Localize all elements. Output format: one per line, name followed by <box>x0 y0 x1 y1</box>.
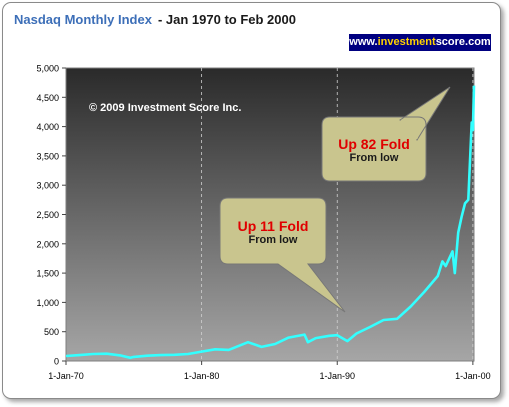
y-tick-label: 1,500 <box>36 269 59 279</box>
chart-subtitle: - Jan 1970 to Feb 2000 <box>157 12 296 27</box>
x-tick-label: 1-Jan-00 <box>455 371 491 381</box>
y-tick-label: 3,000 <box>36 181 59 191</box>
callout-1-line1: Up 11 Fold <box>237 218 309 234</box>
x-axis: 1-Jan-70 1-Jan-80 1-Jan-90 1-Jan-00 <box>48 361 491 381</box>
x-tick-label: 1-Jan-90 <box>319 371 355 381</box>
chart-title-row: Nasdaq Monthly Index - Jan 1970 to Feb 20… <box>14 12 296 27</box>
url-highlight: investment <box>377 36 436 48</box>
callout-bubble-1 <box>219 197 346 313</box>
url-suffix: score.com <box>435 36 491 48</box>
y-tick-label: 4,500 <box>36 93 59 103</box>
nasdaq-line <box>65 85 476 360</box>
y-axis: 0 500 1,000 1,500 2,000 2,500 3,000 3,500 4,000 4… <box>36 64 66 367</box>
callout-2-line1: Up 82 Fold <box>338 136 410 152</box>
website-badge[interactable]: www.investmentscore.com <box>349 34 491 51</box>
y-tick-label: 500 <box>44 327 59 337</box>
y-tick-label: 2,000 <box>36 239 59 249</box>
callout-1-line2: From low <box>248 234 298 246</box>
x-tick-label: 1-Jan-80 <box>184 371 220 381</box>
url-prefix: www. <box>349 36 378 48</box>
callout-2-line2: From low <box>349 152 399 164</box>
callout-text-2: Up 82 Fold From low <box>324 136 424 164</box>
y-tick-label: 0 <box>54 357 59 367</box>
y-tick-label: 2,500 <box>36 210 59 220</box>
y-tick-label: 1,000 <box>36 298 59 308</box>
y-tick-label: 5,000 <box>36 64 59 74</box>
callout-text-1: Up 11 Fold From low <box>222 218 324 246</box>
copyright-label: © 2009 Investment Score Inc. <box>89 102 242 114</box>
x-tick-label: 1-Jan-70 <box>48 371 84 381</box>
chart-title: Nasdaq Monthly Index <box>14 12 152 27</box>
y-tick-label: 3,500 <box>36 151 59 161</box>
y-tick-label: 4,000 <box>36 122 59 132</box>
